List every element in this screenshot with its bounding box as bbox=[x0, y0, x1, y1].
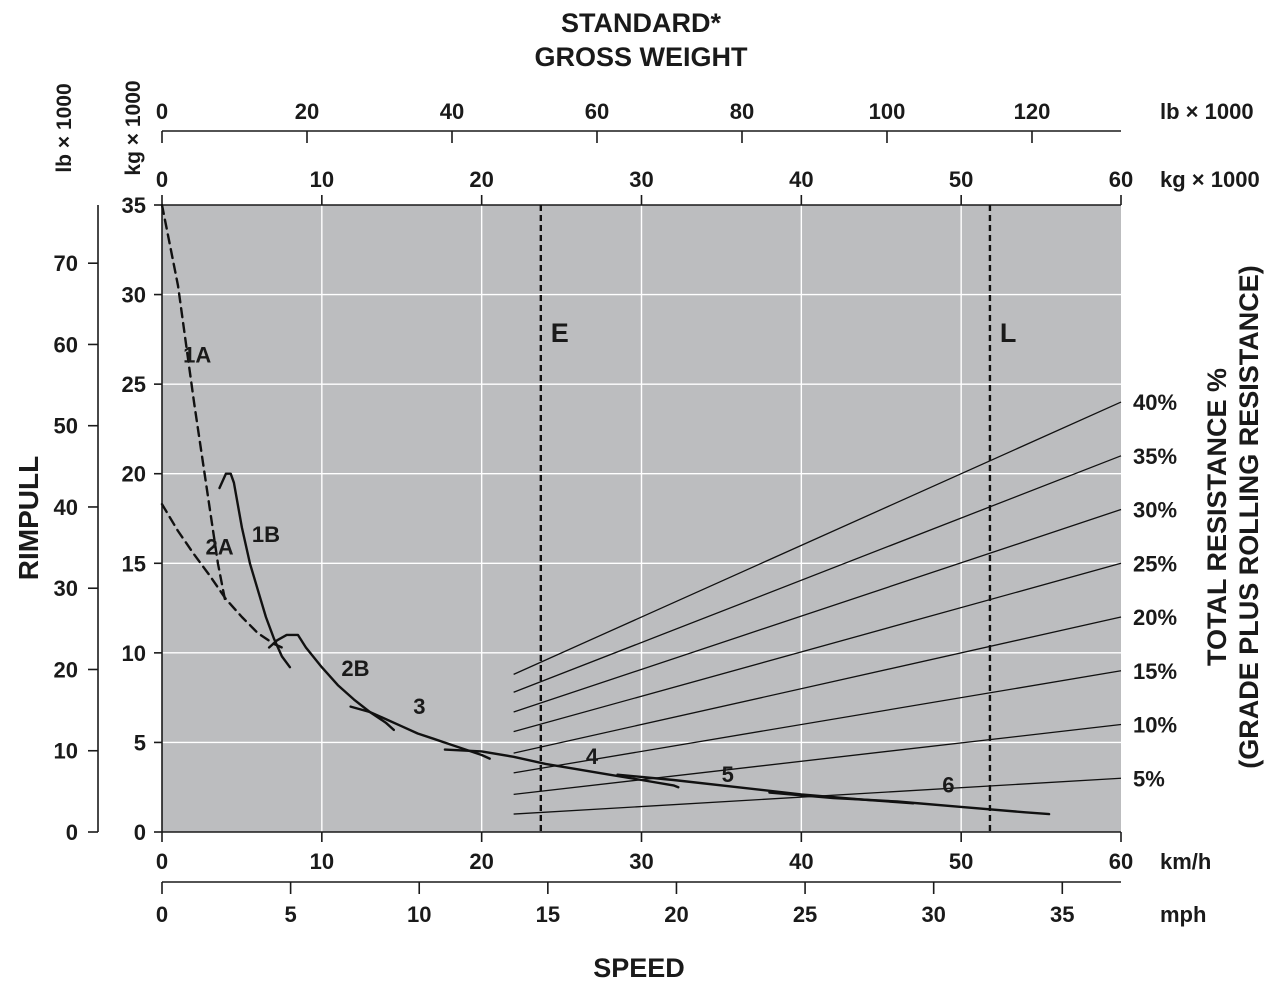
speed-mph-tick-label: 10 bbox=[407, 902, 431, 927]
lb-tick-label: 30 bbox=[54, 576, 78, 601]
gear-label-2a: 2A bbox=[205, 534, 233, 559]
lb-tick-label: 50 bbox=[54, 414, 78, 439]
weight-lb-tick-label: 100 bbox=[869, 99, 906, 124]
weight-lb-unit: lb × 1000 bbox=[1160, 99, 1254, 124]
resistance-label: 30% bbox=[1133, 498, 1177, 523]
kg-tick-label: 20 bbox=[122, 462, 146, 487]
gear-curve-1a bbox=[160, 203, 228, 606]
resistance-label: 10% bbox=[1133, 713, 1177, 738]
gear-curve-2a bbox=[160, 503, 284, 649]
gear-label-4: 4 bbox=[586, 744, 599, 769]
chart-subtitle: GROSS WEIGHT bbox=[534, 42, 748, 72]
weight-kg-tick-label: 10 bbox=[310, 167, 334, 192]
weight-kg-unit: kg × 1000 bbox=[1160, 167, 1260, 192]
speed-kmh-tick-label: 0 bbox=[156, 849, 168, 874]
resistance-line bbox=[513, 616, 1122, 754]
speed-mph-tick-label: 0 bbox=[156, 902, 168, 927]
resistance-label: 40% bbox=[1133, 390, 1177, 415]
resistance-label: 35% bbox=[1133, 444, 1177, 469]
speed-mph-tick-label: 30 bbox=[921, 902, 945, 927]
speed-kmh-tick-label: 50 bbox=[949, 849, 973, 874]
lb-axis-unit-rotated: lb × 1000 bbox=[53, 83, 76, 172]
speed-mph-tick-label: 15 bbox=[536, 902, 560, 927]
kg-tick-label: 35 bbox=[122, 193, 146, 218]
resistance-axis-title-line1: TOTAL RESISTANCE % bbox=[1202, 368, 1232, 666]
kg-tick-label: 25 bbox=[122, 372, 146, 397]
weight-lb-tick-label: 0 bbox=[156, 99, 168, 124]
kg-tick-label: 5 bbox=[134, 730, 146, 755]
resistance-label: 5% bbox=[1133, 766, 1165, 791]
lb-tick-label: 60 bbox=[54, 332, 78, 357]
kg-tick-label: 15 bbox=[122, 551, 146, 576]
weight-lb-tick-label: 40 bbox=[440, 99, 464, 124]
speed-mph-tick-label: 20 bbox=[664, 902, 688, 927]
weight-lb-tick-label: 120 bbox=[1014, 99, 1051, 124]
weight-lb-tick-label: 20 bbox=[295, 99, 319, 124]
resistance-line bbox=[513, 455, 1122, 693]
y-axis-title: RIMPULL bbox=[13, 456, 44, 580]
kg-tick-label: 30 bbox=[122, 283, 146, 308]
speed-mph-tick-label: 35 bbox=[1050, 902, 1074, 927]
lb-tick-label: 70 bbox=[54, 251, 78, 276]
lb-tick-label: 0 bbox=[66, 820, 78, 845]
lb-tick-label: 40 bbox=[54, 495, 78, 520]
weight-lb-tick-label: 60 bbox=[585, 99, 609, 124]
speed-mph-tick-label: 25 bbox=[793, 902, 817, 927]
speed-kmh-tick-label: 40 bbox=[789, 849, 813, 874]
resistance-line bbox=[513, 401, 1122, 675]
x-axis-title: SPEED bbox=[593, 953, 685, 983]
speed-kmh-tick-label: 20 bbox=[469, 849, 493, 874]
weight-kg-tick-label: 50 bbox=[949, 167, 973, 192]
weight-kg-tick-label: 0 bbox=[156, 167, 168, 192]
speed-kmh-tick-label: 60 bbox=[1109, 849, 1133, 874]
gear-label-2b: 2B bbox=[341, 656, 369, 681]
gear-label-5: 5 bbox=[722, 762, 734, 787]
resistance-label: 20% bbox=[1133, 605, 1177, 630]
speed-kmh-unit: km/h bbox=[1160, 849, 1211, 874]
kg-axis-unit-rotated: kg × 1000 bbox=[122, 80, 145, 175]
resistance-line bbox=[513, 670, 1122, 774]
kg-tick-label: 0 bbox=[134, 820, 146, 845]
weight-marker-label: E bbox=[551, 318, 569, 348]
weight-lb-tick-label: 80 bbox=[730, 99, 754, 124]
gear-label-1a: 1A bbox=[183, 343, 211, 368]
lb-tick-label: 20 bbox=[54, 657, 78, 682]
weight-kg-tick-label: 30 bbox=[629, 167, 653, 192]
chart-title: STANDARD* bbox=[561, 8, 721, 38]
gear-curve-4 bbox=[443, 748, 680, 789]
weight-kg-tick-label: 60 bbox=[1109, 167, 1133, 192]
speed-mph-unit: mph bbox=[1160, 902, 1206, 927]
lb-tick-label: 10 bbox=[54, 739, 78, 764]
gear-label-1b: 1B bbox=[252, 522, 280, 547]
speed-kmh-tick-label: 10 bbox=[310, 849, 334, 874]
weight-kg-tick-label: 40 bbox=[789, 167, 813, 192]
resistance-label: 25% bbox=[1133, 551, 1177, 576]
resistance-line bbox=[513, 508, 1122, 713]
resistance-line bbox=[513, 562, 1122, 733]
resistance-line bbox=[513, 723, 1122, 796]
gear-label-3: 3 bbox=[413, 694, 425, 719]
speed-kmh-tick-label: 30 bbox=[629, 849, 653, 874]
gear-curve-6 bbox=[768, 791, 1051, 816]
gear-curve-3 bbox=[349, 705, 491, 760]
kg-tick-label: 10 bbox=[122, 641, 146, 666]
resistance-axis-title-line2: (GRADE PLUS ROLLING RESISTANCE) bbox=[1234, 265, 1264, 769]
resistance-label: 15% bbox=[1133, 659, 1177, 684]
weight-kg-tick-label: 20 bbox=[469, 167, 493, 192]
weight-marker-label: L bbox=[1000, 318, 1017, 348]
speed-mph-tick-label: 5 bbox=[284, 902, 296, 927]
gear-label-6: 6 bbox=[942, 773, 954, 798]
